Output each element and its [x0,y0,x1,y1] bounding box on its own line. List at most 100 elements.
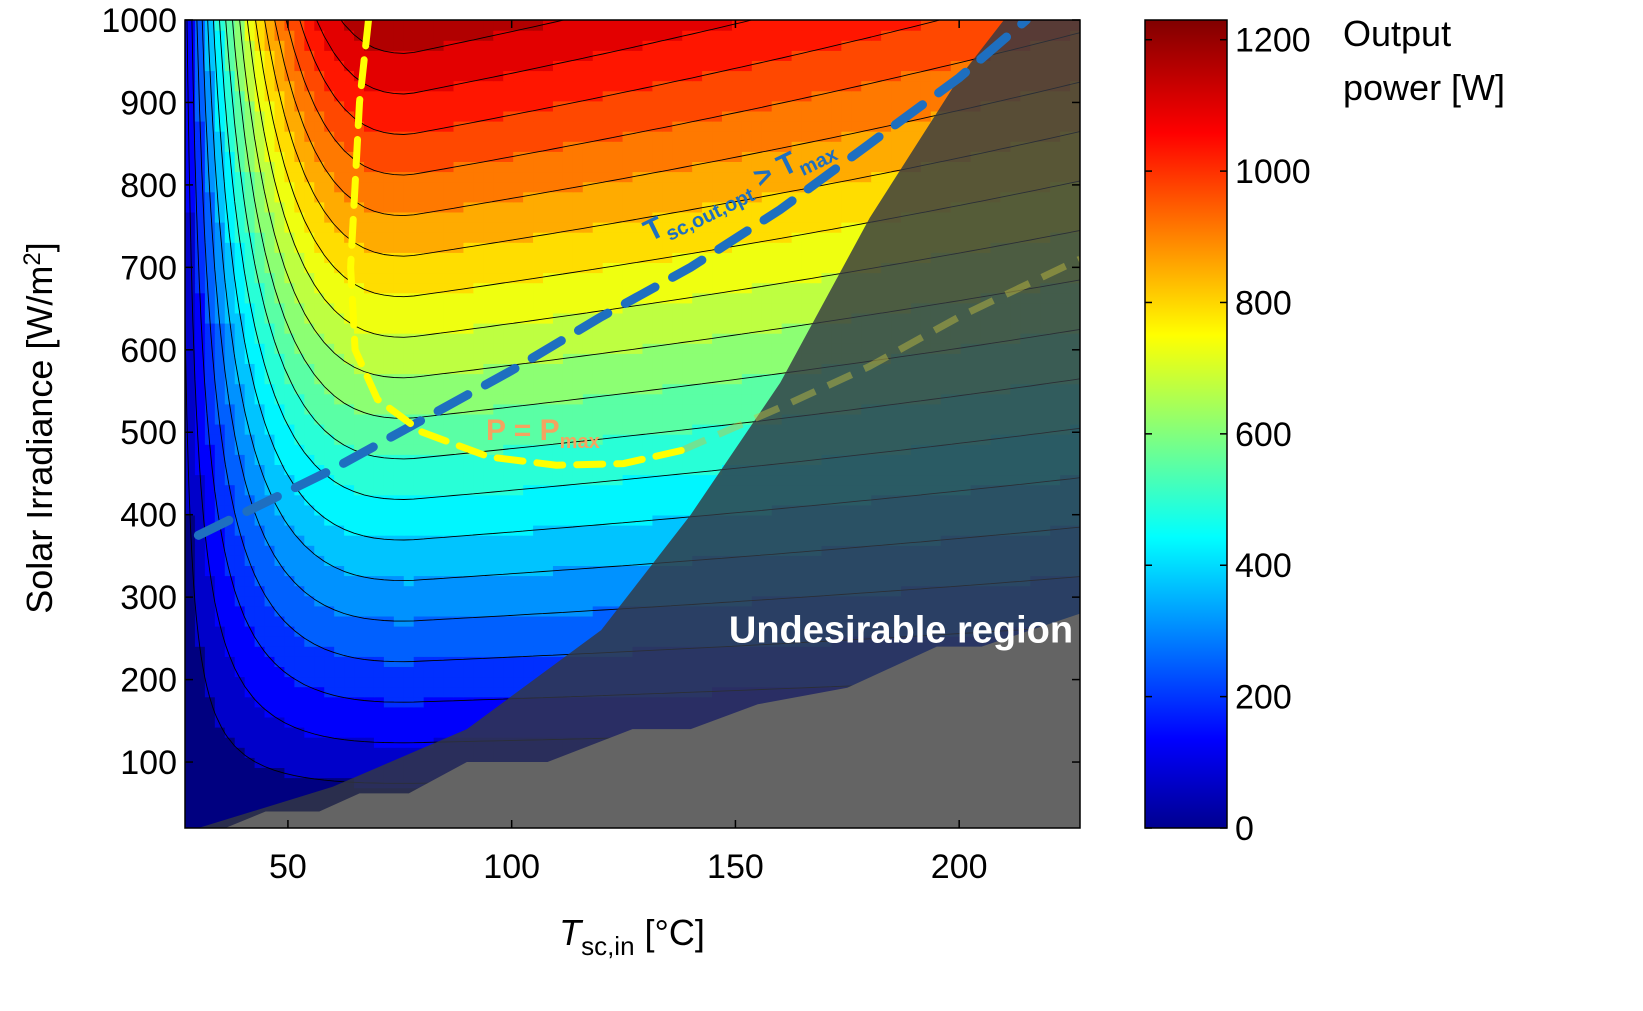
heatmap-cell [543,383,554,395]
heatmap-cell [562,565,574,577]
heatmap-cell [383,363,395,375]
heatmap-cell [244,282,256,294]
heatmap-cell [194,737,206,748]
heatmap-cell [284,585,295,597]
heatmap-cell [185,646,196,657]
heatmap-cell [682,312,693,324]
heatmap-cell [722,373,733,385]
heatmap-cell [214,656,226,667]
heatmap-cell [602,403,614,415]
heatmap-cell [244,797,256,809]
heatmap-cell [662,292,673,304]
heatmap-cell [284,767,295,779]
heatmap-cell [373,444,385,455]
heatmap-cell [771,282,783,294]
heatmap-cell [234,767,246,779]
heatmap-cell [284,474,295,486]
heatmap-cell [433,272,445,284]
heatmap-cell [622,312,634,324]
heatmap-cell [383,484,395,496]
heatmap-cell [324,696,335,708]
heatmap-cell [453,595,465,607]
heatmap-cell [194,666,206,678]
heatmap-cell [234,787,246,799]
heatmap-cell [433,686,445,698]
heatmap-cell [602,282,614,294]
heatmap-cell [523,373,534,385]
heatmap-cell [224,737,236,748]
heatmap-cell [443,312,455,324]
heatmap-cell [244,514,256,526]
heatmap-cell [642,474,653,486]
heatmap-cell [344,464,355,476]
heatmap-cell [234,716,246,728]
heatmap-cell [403,353,415,364]
heatmap-cell [612,535,624,546]
heatmap-cell [642,272,653,284]
heatmap-cell [324,454,335,465]
heatmap-cell [294,454,305,465]
heatmap-cell [463,333,474,344]
heatmap-cell [254,747,266,758]
heatmap-cell [533,262,544,274]
heatmap-cell [443,525,455,536]
heatmap-cell [722,353,733,364]
heatmap-cell [403,323,415,334]
heatmap-cell [214,696,226,708]
heatmap-cell [264,585,276,597]
heatmap-cell [403,565,415,577]
heatmap-cell [552,454,564,465]
heatmap-cell [552,424,564,435]
heatmap-cell [324,605,335,617]
heatmap-cell [234,615,246,627]
heatmap-cell [513,434,524,445]
heatmap-cell [294,424,305,435]
heatmap-cell [334,484,345,496]
heatmap-cell [523,302,534,314]
heatmap-cell [214,393,226,405]
heatmap-cell [533,403,544,415]
heatmap-cell [344,474,355,486]
heatmap-cell [453,504,465,516]
heatmap-cell [344,595,355,607]
heatmap-cell [403,676,415,688]
heatmap-cell [572,454,584,465]
heatmap-cell [383,666,395,678]
heatmap-cell [304,676,315,688]
heatmap-cell [712,343,723,354]
heatmap-cell [483,353,494,364]
heatmap-cell [473,686,484,698]
heatmap-cell [612,585,624,597]
heatmap-cell [194,565,206,577]
heatmap-cell [443,727,455,738]
heatmap-cell [761,383,773,395]
heatmap-cell [234,636,246,647]
heatmap-cell [473,494,484,506]
heatmap-cell [234,777,246,789]
heatmap-cell [324,716,335,728]
heatmap-cell [224,292,236,304]
heatmap-cell [652,434,663,445]
heatmap-cell [513,555,524,566]
heatmap-cell [781,323,793,334]
heatmap-cell [702,373,713,385]
heatmap-cell [722,444,733,455]
heatmap-cell [383,353,395,364]
heatmap-cell [334,747,345,758]
heatmap-cell [523,383,534,395]
heatmap-cell [324,312,335,324]
heatmap-cell [602,565,614,577]
heatmap-cell [652,525,663,536]
heatmap-cell [572,474,584,486]
heatmap-cell [294,737,305,748]
heatmap-cell [562,343,574,354]
heatmap-cell [592,575,604,587]
heatmap-cell [453,716,465,728]
heatmap-cell [284,282,295,294]
heatmap-cell [761,363,773,375]
heatmap-cell [383,605,395,617]
heatmap-cell [722,424,733,435]
heatmap-cell [722,343,733,354]
heatmap-cell [413,434,425,445]
heatmap-cell [582,565,594,577]
